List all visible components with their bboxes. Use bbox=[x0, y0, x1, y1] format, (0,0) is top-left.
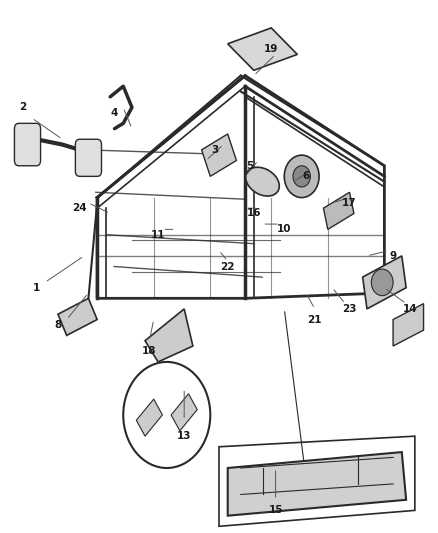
Text: 6: 6 bbox=[302, 172, 310, 181]
Text: 9: 9 bbox=[389, 251, 397, 261]
Text: 23: 23 bbox=[343, 304, 357, 314]
FancyBboxPatch shape bbox=[14, 123, 41, 166]
Text: 15: 15 bbox=[268, 505, 283, 515]
Polygon shape bbox=[393, 304, 424, 346]
Text: 5: 5 bbox=[246, 161, 253, 171]
Text: 17: 17 bbox=[342, 198, 357, 208]
Circle shape bbox=[293, 166, 311, 187]
Text: 10: 10 bbox=[277, 224, 292, 235]
Polygon shape bbox=[201, 134, 237, 176]
Text: 24: 24 bbox=[72, 203, 87, 213]
Polygon shape bbox=[363, 256, 406, 309]
Text: 16: 16 bbox=[247, 208, 261, 219]
Text: 19: 19 bbox=[264, 44, 279, 54]
Text: 11: 11 bbox=[151, 230, 165, 240]
Polygon shape bbox=[323, 192, 354, 229]
Text: 2: 2 bbox=[20, 102, 27, 112]
Text: 14: 14 bbox=[403, 304, 418, 314]
Text: 3: 3 bbox=[211, 145, 218, 155]
Polygon shape bbox=[228, 28, 297, 70]
Text: 22: 22 bbox=[220, 262, 235, 271]
Ellipse shape bbox=[246, 167, 279, 196]
Text: 18: 18 bbox=[142, 346, 157, 357]
Polygon shape bbox=[58, 298, 97, 335]
Text: 1: 1 bbox=[32, 282, 40, 293]
Text: 13: 13 bbox=[177, 431, 191, 441]
Text: 4: 4 bbox=[111, 108, 118, 118]
Polygon shape bbox=[136, 399, 162, 436]
FancyBboxPatch shape bbox=[75, 139, 102, 176]
Polygon shape bbox=[228, 452, 406, 516]
Polygon shape bbox=[171, 394, 197, 431]
Polygon shape bbox=[145, 309, 193, 362]
Circle shape bbox=[123, 362, 210, 468]
Text: 21: 21 bbox=[307, 314, 322, 325]
Text: 8: 8 bbox=[54, 320, 62, 330]
Circle shape bbox=[284, 155, 319, 198]
Circle shape bbox=[371, 269, 393, 296]
